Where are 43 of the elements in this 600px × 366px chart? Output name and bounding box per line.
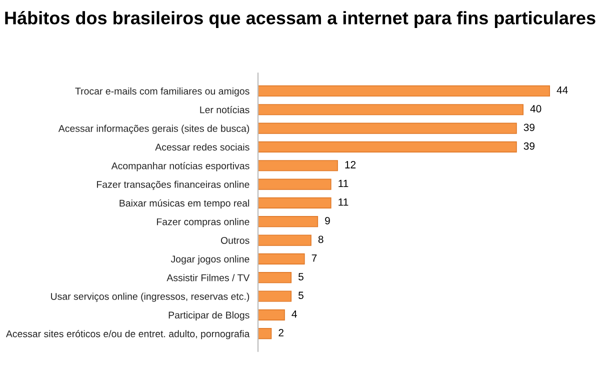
bar	[258, 104, 524, 116]
y-tick-label: Jogar jogos online	[170, 255, 250, 264]
bar	[258, 216, 318, 228]
y-tick-label: Assistir Filmes / TV	[166, 274, 250, 282]
bar	[258, 197, 332, 208]
data-label: 9	[325, 217, 330, 224]
y-tick-label: Baixar músicas em tempo real	[120, 199, 250, 209]
data-label: 2	[278, 329, 284, 336]
y-tick-label: Fazer compras online	[156, 218, 250, 228]
bar	[258, 122, 517, 134]
bar	[258, 178, 332, 190]
y-tick-label: Acompanhar notícias esportivas	[111, 162, 250, 172]
y-tick-label: Participar de Blogs	[168, 311, 250, 320]
bar	[258, 141, 517, 153]
bar	[258, 253, 305, 264]
data-label: 39	[524, 142, 534, 150]
data-label: 5	[298, 292, 304, 300]
bar	[258, 309, 285, 320]
data-label: 40	[530, 105, 542, 112]
y-tick-label: Outros	[220, 237, 250, 244]
y-tick-label: Ler notícias	[200, 106, 250, 114]
data-label: 12	[345, 161, 356, 168]
chart-title: Hábitos dos brasileiros que acessam a internet para fins particulares	[5, 10, 596, 28]
y-tick-label: Trocar e-mails com familiares ou amigos	[75, 87, 250, 97]
data-label: 44	[556, 86, 568, 94]
y-tick-label: Usar serviços online (ingressos, reservas etc.)	[51, 292, 250, 302]
y-tick-label: Acessar sites eróticos e/ou de entret. adulto, pornografia	[6, 330, 250, 340]
data-label: 7	[312, 254, 317, 262]
data-label: 8	[318, 236, 324, 244]
bar	[258, 328, 272, 340]
data-label: 11	[338, 198, 348, 206]
data-label: 11	[338, 180, 348, 187]
data-label: 4	[292, 310, 297, 318]
bar	[258, 160, 338, 172]
bar	[258, 85, 550, 97]
bar	[258, 272, 292, 284]
y-tick-label: Acessar redes sociais	[155, 143, 250, 151]
data-label: 5	[298, 273, 304, 280]
y-tick-label: Acessar informações gerais (sites de busca)	[58, 124, 250, 134]
y-tick-label: Fazer transações financeiras online	[97, 180, 250, 190]
bar	[258, 234, 312, 246]
data-label: 39	[524, 124, 534, 132]
bar	[258, 290, 292, 302]
